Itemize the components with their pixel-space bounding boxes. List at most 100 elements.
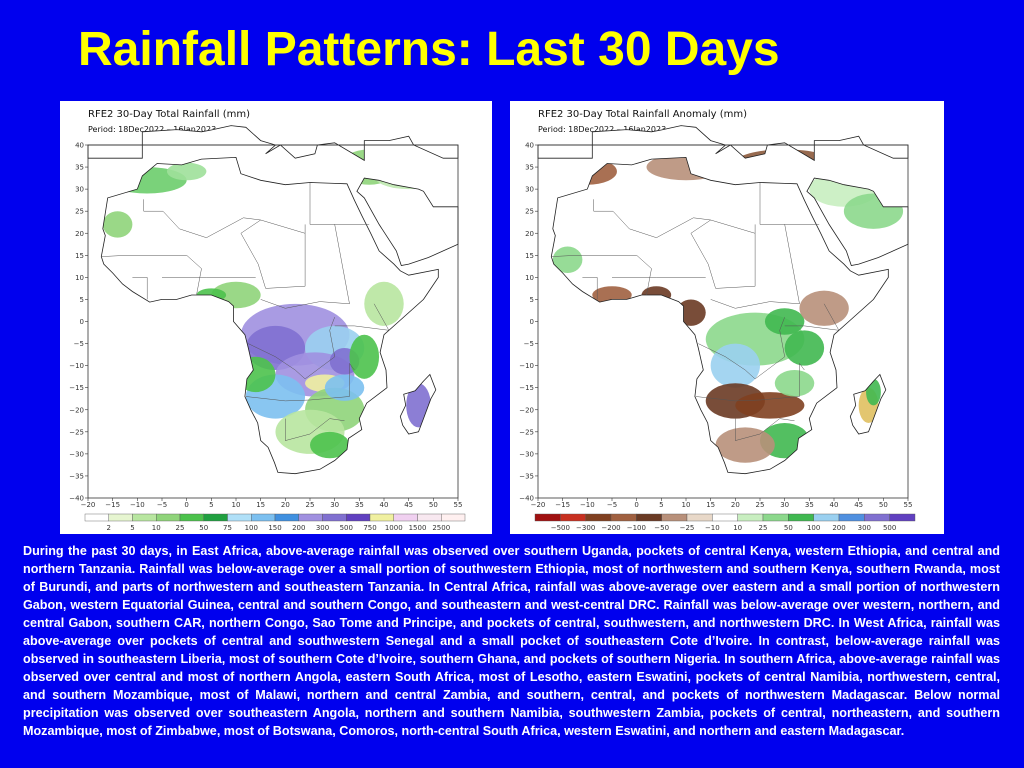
- rainfall-summary-text: During the past 30 days, in East Africa,…: [23, 544, 1000, 738]
- colorbar-swatch: [686, 513, 713, 522]
- colorbar-swatch: [762, 513, 789, 522]
- colorbar-swatch: [369, 513, 394, 522]
- colorbar-label: 300: [858, 524, 871, 532]
- colorbar-swatch: [179, 513, 204, 522]
- land-shape: [356, 178, 458, 266]
- rainfall-region: [349, 334, 380, 379]
- country-border: [248, 317, 335, 380]
- y-tick-label: −35: [519, 472, 534, 480]
- x-tick-label: 15: [706, 501, 715, 509]
- y-tick-label: 25: [525, 208, 534, 216]
- colorbar-label: −25: [680, 524, 695, 532]
- country-border: [799, 362, 805, 397]
- country-border: [309, 182, 370, 225]
- x-tick-label: 25: [756, 501, 765, 509]
- country-border: [349, 362, 355, 397]
- colorbar-swatch: [108, 513, 133, 522]
- colorbar-label: −300: [576, 524, 595, 532]
- x-tick-label: 5: [659, 501, 663, 509]
- x-tick-label: 35: [805, 501, 814, 509]
- colorbar-swatch: [788, 513, 814, 522]
- map-period: Period: 18Dec2022 – 16Jan2023: [538, 125, 667, 134]
- rainfall-region: [784, 330, 825, 366]
- colorbar-swatch: [203, 513, 228, 522]
- x-tick-label: 5: [209, 501, 213, 509]
- coastline: [550, 156, 889, 475]
- y-tick-label: −25: [519, 428, 534, 436]
- colorbar-label: 200: [832, 524, 845, 532]
- colorbar-swatch: [813, 513, 840, 522]
- colorbar-label: 200: [292, 524, 305, 532]
- colorbar-label: 500: [883, 524, 896, 532]
- land-shape: [88, 125, 458, 161]
- country-border: [551, 255, 578, 257]
- y-tick-label: 15: [525, 252, 534, 260]
- country-border: [240, 219, 306, 289]
- country-border: [245, 396, 350, 402]
- colorbar-label: 50: [784, 524, 793, 532]
- map-title: RFE2 30-Day Total Rainfall (mm): [88, 109, 250, 120]
- y-tick-label: −40: [519, 495, 534, 503]
- rainfall-region: [710, 343, 760, 388]
- x-tick-label: −5: [157, 501, 167, 509]
- y-tick-label: 5: [530, 296, 534, 304]
- country-border: [698, 317, 785, 380]
- colorbar-label: 75: [223, 524, 232, 532]
- colorbar-swatch: [661, 513, 688, 522]
- coastline: [537, 125, 909, 162]
- rainfall-region: [406, 383, 431, 428]
- x-tick-label: 45: [404, 501, 413, 509]
- colorbar-label: −500: [551, 524, 570, 532]
- y-tick-label: −20: [69, 406, 84, 414]
- y-tick-label: 35: [525, 164, 534, 172]
- country-border: [784, 303, 840, 331]
- colorbar-label: 10: [152, 524, 161, 532]
- x-tick-label: −10: [580, 501, 595, 509]
- x-tick-label: −15: [555, 501, 570, 509]
- country-border: [132, 277, 148, 300]
- colorbar-swatch: [610, 513, 637, 522]
- colorbar-swatch: [636, 513, 662, 522]
- map-period: Period: 18Dec2022 – 16Jan2023: [88, 125, 217, 134]
- colorbar-label: 500: [340, 524, 353, 532]
- colorbar-swatch: [346, 513, 371, 522]
- y-tick-label: −5: [74, 340, 84, 348]
- y-tick-label: −35: [69, 472, 84, 480]
- y-tick-label: −20: [519, 406, 534, 414]
- colorbar-swatch: [84, 513, 109, 522]
- y-tick-label: 20: [75, 230, 84, 238]
- colorbar-label: −10: [705, 524, 720, 532]
- coastline: [849, 373, 887, 435]
- x-tick-label: −5: [607, 501, 617, 509]
- x-tick-label: 0: [634, 501, 638, 509]
- x-tick-label: 25: [306, 501, 315, 509]
- y-tick-label: −30: [519, 450, 534, 458]
- country-border: [285, 418, 345, 441]
- colorbar-label: 2500: [432, 524, 450, 532]
- y-tick-label: 40: [525, 142, 534, 150]
- y-tick-label: −5: [524, 340, 534, 348]
- rainfall-anomaly-map-graphic: 4035302520151050−5−10−15−20−25−30−35−40−…: [519, 125, 916, 532]
- x-tick-label: 30: [330, 501, 339, 509]
- colorbar-swatch: [274, 513, 299, 522]
- y-tick-label: −30: [69, 450, 84, 458]
- rainfall-region: [764, 308, 805, 335]
- rainfall-region: [102, 211, 133, 238]
- colorbar-label: −50: [654, 524, 669, 532]
- x-tick-label: 30: [780, 501, 789, 509]
- country-border: [143, 199, 261, 238]
- colorbar-swatch: [251, 513, 276, 522]
- y-tick-label: 10: [525, 274, 534, 282]
- colorbar-label: 25: [176, 524, 185, 532]
- x-tick-label: 20: [281, 501, 290, 509]
- colorbar-label: 10: [733, 524, 742, 532]
- rainfall-region: [166, 162, 207, 181]
- colorbar-label: 300: [316, 524, 329, 532]
- rainfall-region: [735, 149, 834, 176]
- colorbar-swatch: [393, 513, 418, 522]
- colorbar-label: 50: [199, 524, 208, 532]
- colorbar-label: −200: [601, 524, 620, 532]
- x-tick-label: 45: [854, 501, 863, 509]
- colorbar-swatch: [227, 513, 252, 522]
- country-border: [784, 224, 800, 304]
